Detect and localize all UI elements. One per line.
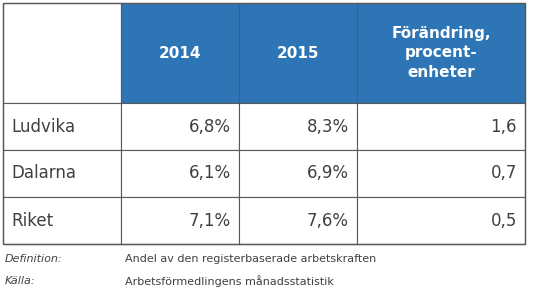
Text: Dalarna: Dalarna	[11, 164, 76, 183]
Bar	[239, 103, 357, 150]
Bar	[357, 103, 525, 150]
Text: Ludvika: Ludvika	[11, 117, 75, 135]
Bar	[121, 3, 239, 103]
Text: Definition:: Definition:	[5, 254, 63, 264]
Bar	[3, 103, 121, 150]
Text: 0,7: 0,7	[491, 164, 517, 183]
Bar	[357, 150, 525, 197]
Text: Källa:: Källa:	[5, 276, 36, 286]
Text: 7,6%: 7,6%	[307, 212, 349, 229]
Bar	[239, 197, 357, 244]
Bar	[3, 3, 525, 244]
Bar	[239, 3, 357, 103]
Text: 2014: 2014	[159, 45, 201, 60]
Text: Arbetsförmedlingens månadsstatistik: Arbetsförmedlingens månadsstatistik	[125, 275, 334, 287]
Text: 6,9%: 6,9%	[307, 164, 349, 183]
Bar	[121, 197, 239, 244]
Bar	[3, 3, 121, 103]
Text: 6,1%: 6,1%	[189, 164, 231, 183]
Text: 1,6: 1,6	[491, 117, 517, 135]
Bar	[3, 150, 121, 197]
Bar	[3, 197, 121, 244]
Text: Förändring,
procent-
enheter: Förändring, procent- enheter	[391, 26, 491, 80]
Text: 2015: 2015	[277, 45, 319, 60]
Bar	[357, 3, 525, 103]
Text: 0,5: 0,5	[491, 212, 517, 229]
Text: Riket: Riket	[11, 212, 53, 229]
Bar	[357, 197, 525, 244]
Text: 8,3%: 8,3%	[307, 117, 349, 135]
Text: 6,8%: 6,8%	[189, 117, 231, 135]
Bar	[239, 150, 357, 197]
Text: 7,1%: 7,1%	[189, 212, 231, 229]
Bar	[121, 150, 239, 197]
Text: Andel av den registerbaserade arbetskraften: Andel av den registerbaserade arbetskraf…	[125, 254, 376, 264]
Bar	[121, 103, 239, 150]
